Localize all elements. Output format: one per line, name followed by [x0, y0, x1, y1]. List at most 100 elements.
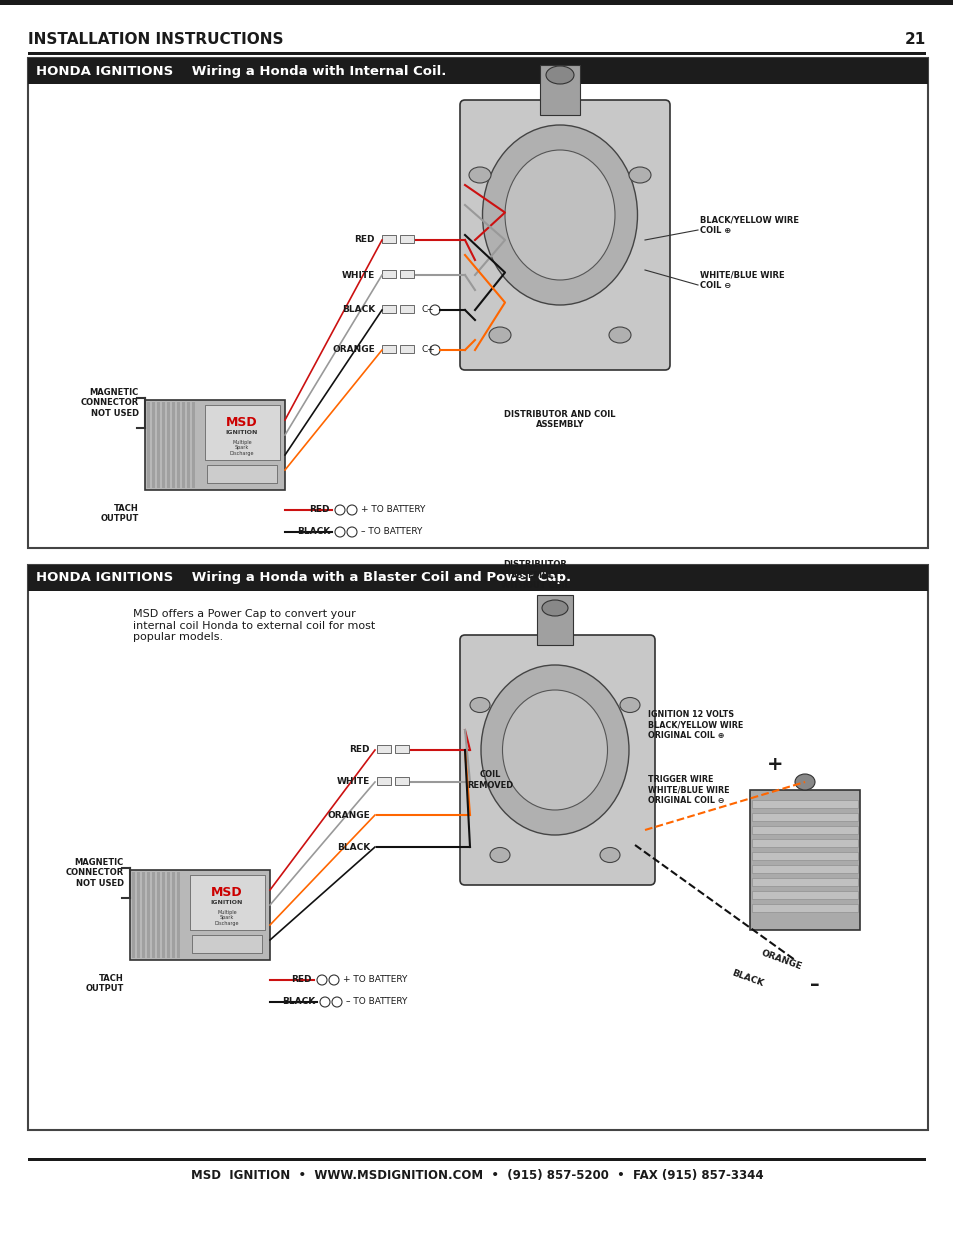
Bar: [28, 58, 927, 548]
Bar: [192, 403, 194, 488]
Bar: [395, 745, 409, 753]
FancyBboxPatch shape: [459, 100, 669, 370]
Bar: [751, 852, 857, 860]
Bar: [152, 872, 154, 958]
Bar: [142, 872, 145, 958]
Circle shape: [347, 505, 356, 515]
Text: + TO BATTERY: + TO BATTERY: [360, 505, 425, 515]
Ellipse shape: [482, 125, 637, 305]
Bar: [381, 270, 395, 278]
Bar: [157, 403, 160, 488]
Text: MAGNETIC
CONNECTOR
NOT USED: MAGNETIC CONNECTOR NOT USED: [81, 388, 139, 417]
Text: RED: RED: [355, 236, 375, 245]
Text: +: +: [766, 756, 782, 774]
Circle shape: [430, 305, 439, 315]
Bar: [157, 872, 160, 958]
Text: – TO BATTERY: – TO BATTERY: [360, 527, 422, 536]
Bar: [537, 595, 573, 645]
Bar: [192, 935, 262, 953]
Text: IGNITION: IGNITION: [226, 431, 258, 436]
Text: BLACK: BLACK: [729, 968, 763, 988]
Text: C‒: C‒: [421, 305, 434, 315]
Text: TRIGGER WIRE
WHITE/BLUE WIRE
ORIGINAL COIL ⊖: TRIGGER WIRE WHITE/BLUE WIRE ORIGINAL CO…: [647, 776, 729, 805]
Ellipse shape: [469, 167, 491, 183]
Ellipse shape: [628, 167, 650, 183]
Text: MSD offers a Power Cap to convert your
internal coil Honda to external coil for : MSD offers a Power Cap to convert your i…: [132, 609, 375, 642]
Bar: [751, 890, 857, 899]
Text: IGNITION: IGNITION: [211, 900, 243, 905]
Text: DISTRIBUTOR
ASSEMBLY
WITHOUT COIL: DISTRIBUTOR ASSEMBLY WITHOUT COIL: [500, 561, 569, 590]
Text: MSD: MSD: [226, 415, 257, 429]
Bar: [381, 305, 395, 312]
Circle shape: [319, 997, 330, 1007]
Text: ORANGE: ORANGE: [332, 346, 375, 354]
Bar: [147, 872, 150, 958]
Bar: [0, 0, 953, 5]
Text: 21: 21: [903, 32, 925, 47]
Bar: [751, 878, 857, 885]
Text: HONDA IGNITIONS    Wiring a Honda with Internal Coil.: HONDA IGNITIONS Wiring a Honda with Inte…: [36, 64, 446, 78]
Bar: [132, 872, 135, 958]
Text: INSTALLATION INSTRUCTIONS: INSTALLATION INSTRUCTIONS: [28, 32, 283, 47]
Text: RED: RED: [309, 505, 330, 515]
Text: RED: RED: [292, 976, 312, 984]
Circle shape: [316, 974, 327, 986]
Text: Multiple
Spark
Discharge: Multiple Spark Discharge: [230, 440, 254, 456]
Bar: [137, 872, 140, 958]
Bar: [376, 777, 391, 785]
Bar: [182, 403, 185, 488]
Bar: [539, 65, 579, 115]
Circle shape: [335, 527, 345, 537]
Ellipse shape: [619, 698, 639, 713]
Ellipse shape: [599, 847, 619, 862]
Text: BLACK: BLACK: [296, 527, 330, 536]
Text: COIL
REMOVED: COIL REMOVED: [466, 771, 513, 789]
Bar: [147, 403, 150, 488]
Bar: [207, 466, 276, 483]
Bar: [167, 872, 170, 958]
Text: C+: C+: [421, 346, 436, 354]
Ellipse shape: [502, 690, 607, 810]
Bar: [751, 826, 857, 834]
Bar: [749, 790, 859, 930]
Bar: [28, 58, 927, 84]
Text: MSD: MSD: [211, 885, 243, 899]
Ellipse shape: [545, 65, 574, 84]
Text: TACH
OUTPUT: TACH OUTPUT: [100, 504, 139, 524]
Circle shape: [332, 997, 341, 1007]
Bar: [172, 872, 174, 958]
Circle shape: [335, 505, 345, 515]
Bar: [167, 403, 170, 488]
Circle shape: [329, 974, 338, 986]
Bar: [190, 876, 265, 930]
Ellipse shape: [541, 600, 567, 616]
Text: IGNITION 12 VOLTS
BLACK/YELLOW WIRE
ORIGINAL COIL ⊕: IGNITION 12 VOLTS BLACK/YELLOW WIRE ORIG…: [647, 710, 742, 740]
Bar: [381, 235, 395, 243]
Ellipse shape: [489, 327, 511, 343]
Text: BLACK: BLACK: [336, 842, 370, 851]
Bar: [399, 305, 414, 312]
Text: – TO BATTERY: – TO BATTERY: [346, 998, 407, 1007]
Bar: [751, 864, 857, 873]
Text: ORANGE: ORANGE: [760, 948, 802, 971]
Bar: [751, 813, 857, 821]
Text: Multiple
Spark
Discharge: Multiple Spark Discharge: [214, 910, 239, 926]
Bar: [187, 403, 190, 488]
Text: WHITE/BLUE WIRE
COIL ⊖: WHITE/BLUE WIRE COIL ⊖: [700, 270, 783, 290]
Text: + TO BATTERY: + TO BATTERY: [343, 976, 407, 984]
Bar: [145, 400, 285, 490]
Circle shape: [347, 527, 356, 537]
Text: BLACK/YELLOW WIRE
COIL ⊕: BLACK/YELLOW WIRE COIL ⊕: [700, 215, 799, 235]
Circle shape: [430, 345, 439, 354]
Bar: [177, 872, 180, 958]
Text: DISTRIBUTOR AND COIL
ASSEMBLY: DISTRIBUTOR AND COIL ASSEMBLY: [504, 410, 615, 430]
Bar: [162, 872, 165, 958]
Bar: [399, 270, 414, 278]
Text: –: –: [809, 976, 819, 994]
Bar: [28, 564, 927, 1130]
Text: RED: RED: [349, 746, 370, 755]
Ellipse shape: [794, 774, 814, 790]
Bar: [751, 904, 857, 911]
Bar: [376, 745, 391, 753]
Bar: [152, 403, 154, 488]
